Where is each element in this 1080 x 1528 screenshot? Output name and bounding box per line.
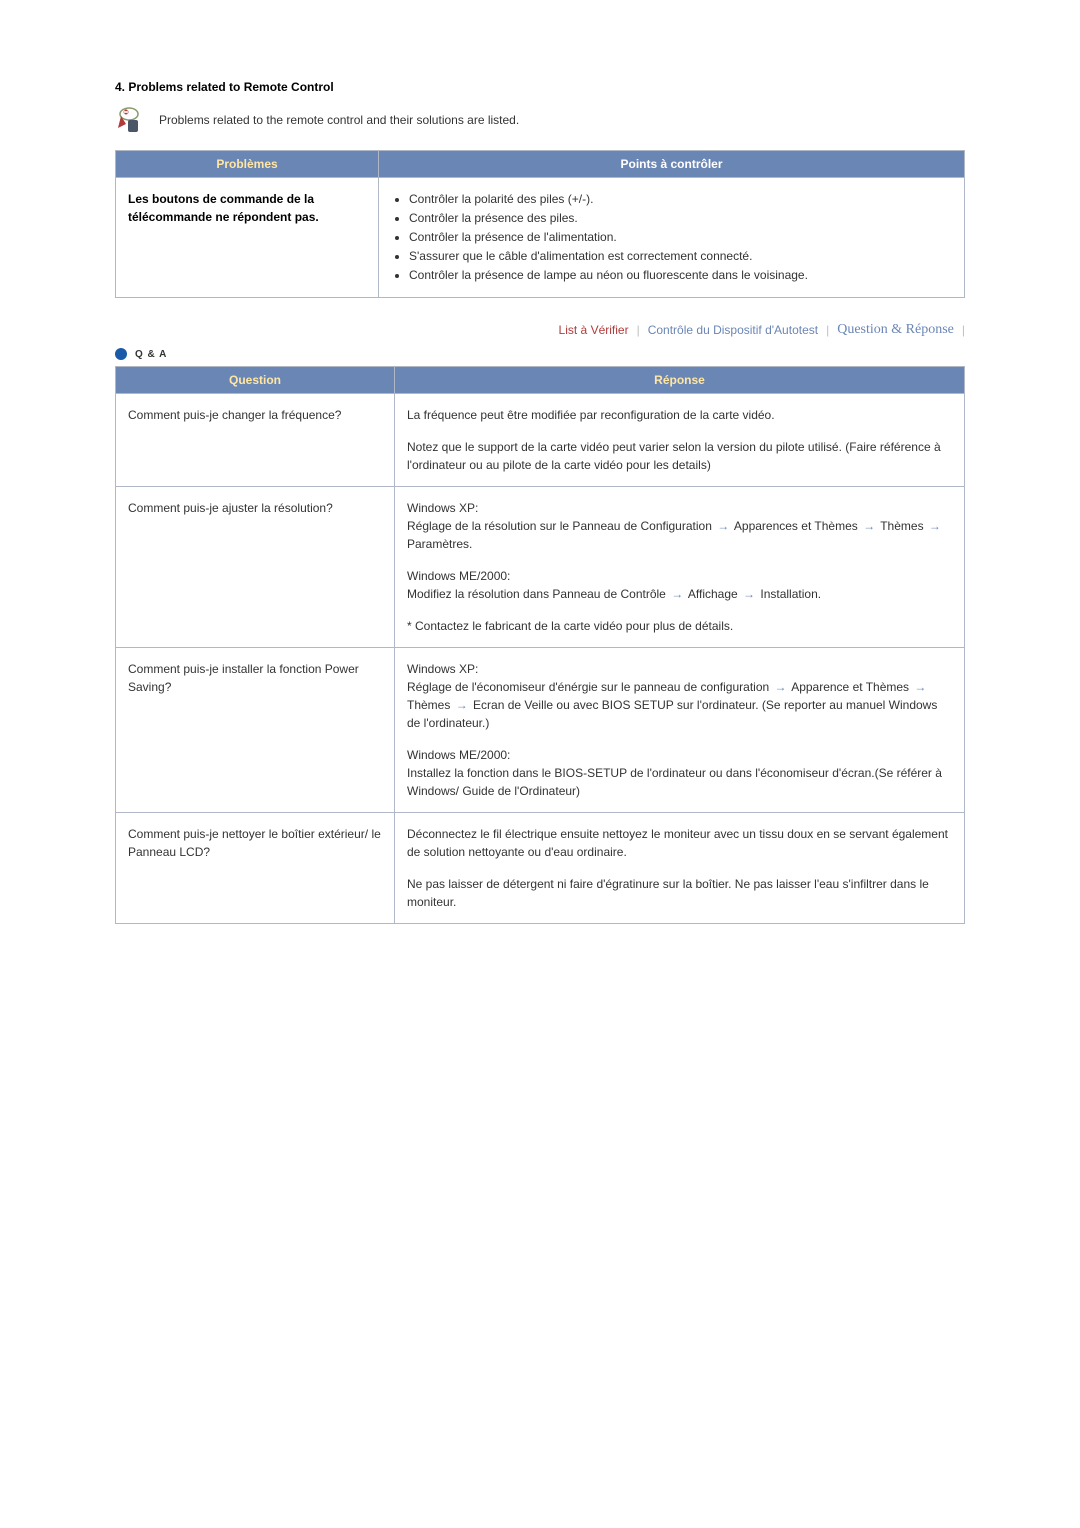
table-row: Comment puis-je installer la fonction Po… (116, 648, 965, 813)
arrow-icon: → (912, 678, 928, 696)
table-row: Comment puis-je changer la fréquence? La… (116, 394, 965, 487)
os-label: Windows XP: (407, 662, 478, 676)
os-label: Windows XP: (407, 501, 478, 515)
response-text: Thèmes (880, 519, 923, 533)
nav-link-list[interactable]: List à Vérifier (559, 323, 629, 337)
problems-header: Problèmes (116, 151, 379, 178)
remote-control-icon (115, 106, 143, 134)
response-text: Réglage de l'économiseur d'énérgie sur l… (407, 680, 769, 694)
response-text: Thèmes (407, 698, 450, 712)
checks-cell: Contrôler la polarité des piles (+/-). C… (379, 178, 965, 298)
response-text: La fréquence peut être modifiée par reco… (407, 406, 952, 424)
arrow-icon: → (715, 517, 731, 535)
remote-control-table: Problèmes Points à contrôler Les boutons… (115, 150, 965, 298)
checks-list: Contrôler la polarité des piles (+/-). C… (391, 190, 952, 284)
response-xp: Windows XP: Réglage de l'économiseur d'é… (407, 660, 952, 732)
check-item: Contrôler la polarité des piles (+/-). (409, 190, 952, 208)
response-text: Apparence et Thèmes (791, 680, 909, 694)
question-header: Question (116, 367, 395, 394)
response-cell: Windows XP: Réglage de la résolution sur… (395, 487, 965, 648)
question-cell: Comment puis-je nettoyer le boîtier exté… (116, 813, 395, 924)
section-4-intro: Problems related to the remote control a… (159, 113, 519, 127)
os-label: Windows ME/2000: (407, 569, 510, 583)
response-cell: Déconnectez le fil électrique ensuite ne… (395, 813, 965, 924)
response-text: Notez que le support de la carte vidéo p… (407, 438, 952, 474)
question-cell: Comment puis-je changer la fréquence? (116, 394, 395, 487)
check-item: Contrôler la présence des piles. (409, 209, 952, 227)
check-item: S'assurer que le câble d'alimentation es… (409, 247, 952, 265)
arrow-icon: → (927, 517, 943, 535)
nav-separator: | (962, 323, 965, 337)
response-text: Modifiez la résolution dans Panneau de C… (407, 587, 666, 601)
arrow-icon: → (669, 585, 685, 603)
nav-link-qa[interactable]: Question & Réponse (837, 322, 954, 338)
arrow-icon: → (741, 585, 757, 603)
section-4-title: 4. Problems related to Remote Control (115, 80, 965, 94)
intro-row: Problems related to the remote control a… (115, 106, 965, 134)
qa-label: Q & A (135, 349, 167, 360)
question-cell: Comment puis-je ajuster la résolution? (116, 487, 395, 648)
nav-separator: | (826, 323, 829, 337)
response-xp: Windows XP: Réglage de la résolution sur… (407, 499, 952, 553)
arrow-icon: → (454, 696, 470, 714)
qa-section-header: Q & A (115, 348, 965, 360)
problem-cell: Les boutons de commande de la télécomman… (116, 178, 379, 298)
check-item: Contrôler la présence de lampe au néon o… (409, 266, 952, 284)
nav-tabs: List à Vérifier | Contrôle du Dispositif… (115, 322, 965, 338)
response-text: Apparences et Thèmes (734, 519, 858, 533)
response-text: Affichage (688, 587, 738, 601)
question-cell: Comment puis-je installer la fonction Po… (116, 648, 395, 813)
table-header-row: Problèmes Points à contrôler (116, 151, 965, 178)
table-header-row: Question Réponse (116, 367, 965, 394)
arrow-icon: → (773, 678, 789, 696)
os-label: Windows ME/2000: (407, 748, 510, 762)
table-row: Les boutons de commande de la télécomman… (116, 178, 965, 298)
nav-link-autotest[interactable]: Contrôle du Dispositif d'Autotest (648, 323, 818, 337)
response-header: Réponse (395, 367, 965, 394)
response-cell: La fréquence peut être modifiée par reco… (395, 394, 965, 487)
bullet-icon (115, 348, 127, 360)
response-text: Installation. (760, 587, 821, 601)
nav-separator: | (637, 323, 640, 337)
response-text: Ecran de Veille ou avec BIOS SETUP sur l… (407, 698, 937, 730)
points-header: Points à contrôler (379, 151, 965, 178)
table-row: Comment puis-je ajuster la résolution? W… (116, 487, 965, 648)
response-note: * Contactez le fabricant de la carte vid… (407, 617, 952, 635)
response-text: Installez la fonction dans le BIOS-SETUP… (407, 766, 942, 798)
response-text: Déconnectez le fil électrique ensuite ne… (407, 825, 952, 861)
response-text: Réglage de la résolution sur le Panneau … (407, 519, 712, 533)
qa-table: Question Réponse Comment puis-je changer… (115, 366, 965, 924)
arrow-icon: → (861, 517, 877, 535)
response-cell: Windows XP: Réglage de l'économiseur d'é… (395, 648, 965, 813)
response-me: Windows ME/2000: Installez la fonction d… (407, 746, 952, 800)
response-text: Paramètres. (407, 537, 472, 551)
table-row: Comment puis-je nettoyer le boîtier exté… (116, 813, 965, 924)
response-me: Windows ME/2000: Modifiez la résolution … (407, 567, 952, 603)
page-container: 4. Problems related to Remote Control Pr… (0, 0, 1080, 988)
check-item: Contrôler la présence de l'alimentation. (409, 228, 952, 246)
response-text: Ne pas laisser de détergent ni faire d'é… (407, 875, 952, 911)
